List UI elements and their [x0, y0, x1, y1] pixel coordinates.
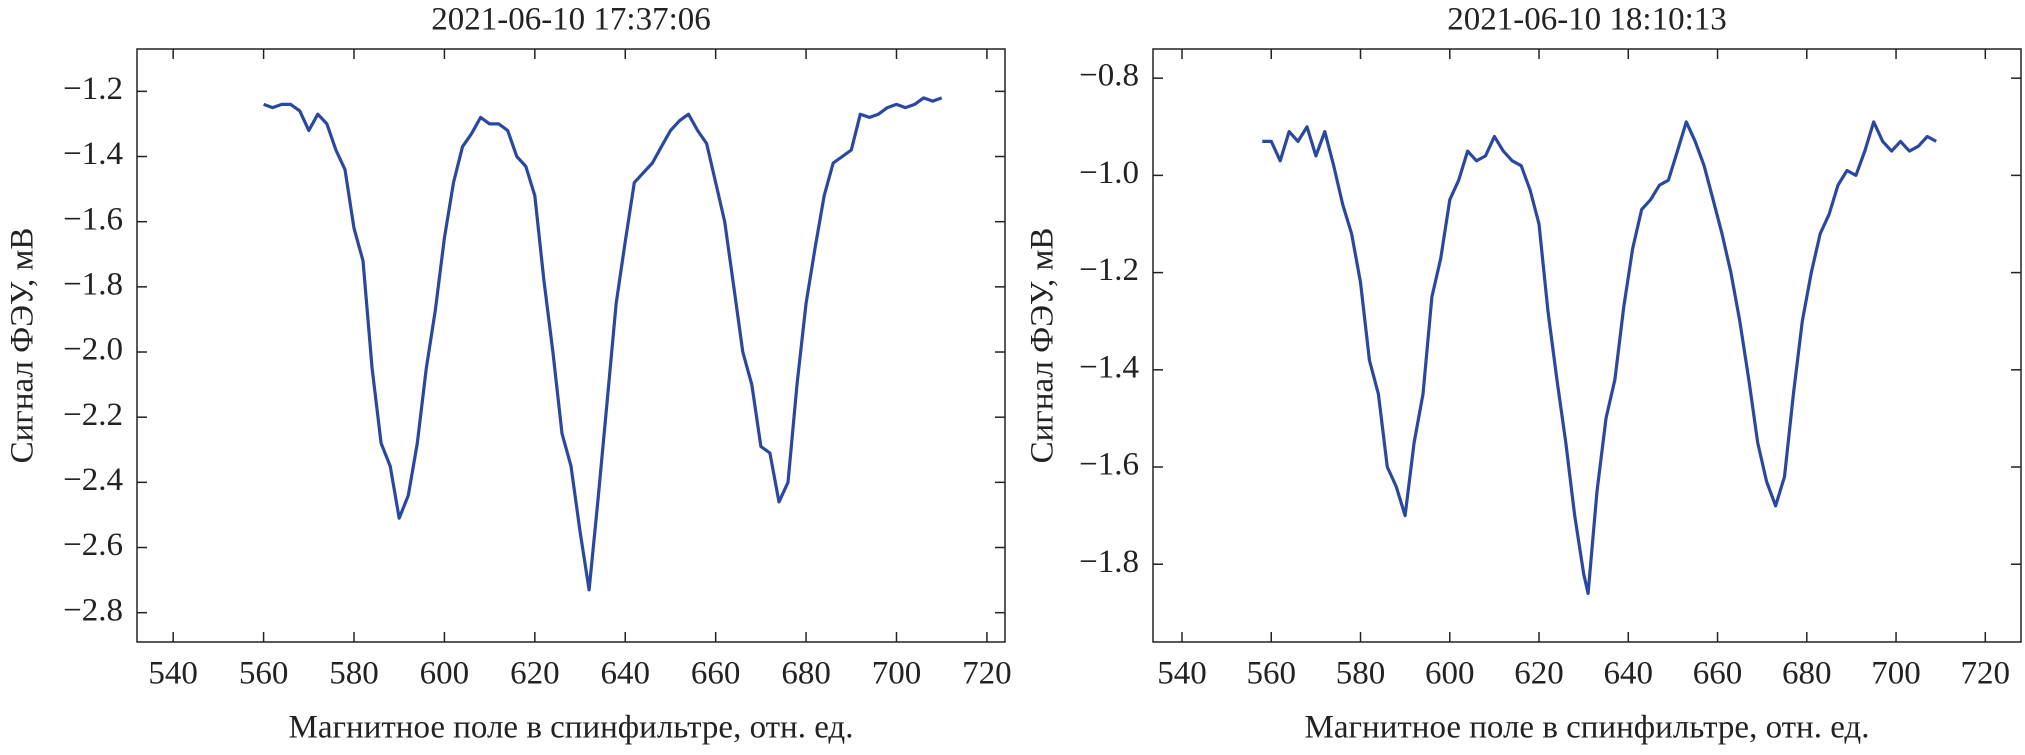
y-tick-label: −2.2 — [63, 397, 123, 433]
data-line — [263, 96, 943, 592]
plot-frame — [136, 48, 1006, 643]
x-tick-label: 640 — [1604, 656, 1654, 692]
y-tick-label: −2.0 — [63, 332, 123, 368]
y-tick-label: −1.6 — [63, 201, 123, 237]
x-tick-label: 700 — [1871, 656, 1921, 692]
x-tick-label: 620 — [510, 656, 560, 692]
y-tick-label: −1.0 — [1079, 155, 1139, 191]
x-tick-label: 660 — [691, 656, 741, 692]
y-tick-label: −2.4 — [63, 462, 123, 498]
x-tick-label: 580 — [1336, 656, 1386, 692]
x-tick-label: 660 — [1693, 656, 1743, 692]
x-tick-label: 680 — [781, 656, 831, 692]
y-tick-label: −1.2 — [63, 71, 123, 107]
x-tick-label: 540 — [1157, 656, 1207, 692]
x-tick-label: 540 — [148, 656, 198, 692]
y-tick-label: −1.6 — [1079, 447, 1139, 483]
x-tick-label: 720 — [962, 656, 1012, 692]
x-tick-label: 640 — [601, 656, 651, 692]
x-tick-label: 600 — [420, 656, 470, 692]
x-tick-label: 700 — [872, 656, 922, 692]
x-tick-label: 620 — [1514, 656, 1564, 692]
x-axis-label: Магнитное поле в спинфильтре, отн. ед. — [1305, 710, 1870, 746]
x-tick-label: 580 — [329, 656, 379, 692]
x-tick-label: 560 — [239, 656, 289, 692]
y-tick-label: −2.8 — [63, 592, 123, 628]
plot-frame — [1152, 48, 2022, 643]
chart-title: 2021-06-10 17:37:06 — [431, 2, 711, 38]
data-line — [1262, 120, 1937, 595]
x-tick-label: 560 — [1247, 656, 1297, 692]
y-axis-label: Сигнал ФЭУ, мВ — [5, 228, 41, 464]
y-tick-label: −1.8 — [1079, 544, 1139, 580]
chart-title: 2021-06-10 18:10:13 — [1447, 2, 1727, 38]
y-tick-label: −1.2 — [1079, 252, 1139, 288]
y-axis-label: Сигнал ФЭУ, мВ — [1025, 228, 1061, 464]
y-tick-label: −2.6 — [63, 527, 123, 563]
x-axis-label: Магнитное поле в спинфильтре, отн. ед. — [289, 710, 854, 746]
y-tick-label: −1.4 — [1079, 349, 1139, 385]
x-tick-label: 720 — [1961, 656, 2011, 692]
x-tick-label: 680 — [1782, 656, 1832, 692]
y-tick-label: −1.4 — [63, 136, 123, 172]
y-tick-label: −1.8 — [63, 266, 123, 302]
x-tick-label: 600 — [1425, 656, 1475, 692]
y-tick-label: −0.8 — [1079, 58, 1139, 94]
